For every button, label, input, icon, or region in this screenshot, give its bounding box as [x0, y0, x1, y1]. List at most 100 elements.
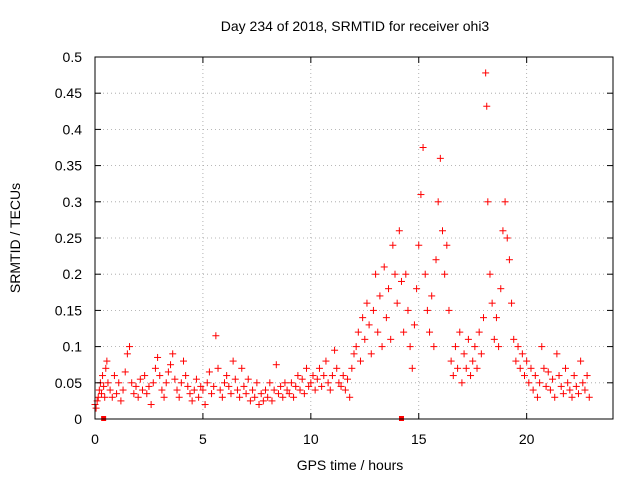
data-point [195, 393, 203, 401]
x-tick-label: 0 [91, 431, 99, 447]
data-point [274, 390, 282, 398]
data-point [158, 386, 166, 394]
data-point [346, 393, 354, 401]
data-point [123, 350, 131, 358]
data-point [529, 386, 537, 394]
data-point [477, 350, 485, 358]
data-point [438, 227, 446, 235]
data-point [294, 372, 302, 380]
data-point [115, 379, 123, 387]
data-point [244, 375, 252, 383]
data-point [121, 368, 129, 376]
data-point [469, 357, 477, 365]
data-point [480, 314, 487, 322]
data-point [566, 386, 574, 394]
data-point [562, 364, 570, 372]
data-point [533, 393, 541, 401]
data-point [374, 328, 382, 336]
data-point [365, 321, 373, 329]
data-point [551, 393, 559, 401]
data-point [523, 357, 531, 365]
data-point [508, 299, 516, 307]
data-point [344, 375, 352, 383]
data-point [164, 368, 172, 376]
data-point [514, 343, 522, 351]
y-tick-label: 0.1 [63, 339, 83, 355]
data-point [585, 393, 593, 401]
y-tick-label: 0.4 [63, 121, 83, 137]
data-point [540, 364, 548, 372]
data-point [564, 379, 572, 387]
data-point [434, 198, 442, 206]
data-point [449, 372, 457, 380]
data-point [495, 343, 503, 351]
data-point [397, 277, 405, 285]
data-point [259, 397, 267, 405]
data-point [154, 353, 162, 361]
data-point [510, 335, 518, 343]
x-tick-label: 10 [303, 431, 319, 447]
x-axis-label: GPS time / hours [297, 457, 404, 473]
data-point [415, 241, 423, 249]
data-point [117, 397, 125, 405]
data-point [216, 386, 224, 394]
data-point [305, 382, 313, 390]
x-tick-label: 15 [411, 431, 427, 447]
y-tick-label: 0.05 [55, 375, 82, 391]
data-point [492, 314, 500, 322]
data-point [389, 241, 397, 249]
data-point [110, 372, 118, 380]
data-point [313, 375, 321, 383]
data-point [104, 379, 112, 387]
gridlines [95, 57, 613, 419]
data-point [218, 393, 226, 401]
data-point [341, 386, 349, 394]
data-point [348, 364, 356, 372]
data-point [497, 285, 505, 293]
data-point [570, 372, 578, 380]
data-point [555, 372, 563, 380]
data-point [339, 372, 347, 380]
data-point [546, 386, 554, 394]
data-point [236, 393, 244, 401]
data-point [382, 314, 390, 322]
data-point [251, 393, 259, 401]
y-axis-label: SRMTID / TECUs [7, 183, 23, 293]
data-point [169, 350, 177, 358]
data-point [188, 397, 196, 405]
y-tick-label: 0.15 [55, 302, 82, 318]
data-point [568, 393, 576, 401]
data-point [296, 386, 304, 394]
data-point [315, 364, 323, 372]
data-point [538, 343, 546, 351]
data-point [499, 227, 507, 235]
data-point [333, 364, 341, 372]
data-point [212, 332, 220, 340]
data-point [184, 382, 192, 390]
data-point [266, 379, 274, 387]
data-point [369, 306, 377, 314]
y-tick-label: 0.2 [63, 266, 83, 282]
data-point [162, 379, 170, 387]
data-point [423, 306, 431, 314]
data-point [372, 270, 380, 278]
data-point [380, 263, 388, 271]
data-point [352, 343, 360, 351]
data-point [205, 368, 213, 376]
data-point [328, 372, 336, 380]
data-point [391, 270, 399, 278]
data-point [454, 364, 462, 372]
data-point [126, 343, 134, 351]
y-tick-label: 0.45 [55, 85, 82, 101]
data-point [318, 382, 326, 390]
data-point [363, 299, 371, 307]
data-point [190, 386, 198, 394]
data-point [451, 343, 459, 351]
data-point [354, 328, 362, 336]
data-point [160, 393, 168, 401]
data-point [257, 390, 265, 398]
data-point [134, 393, 142, 401]
data-point [322, 357, 330, 365]
y-tick-label: 0.25 [55, 230, 82, 246]
